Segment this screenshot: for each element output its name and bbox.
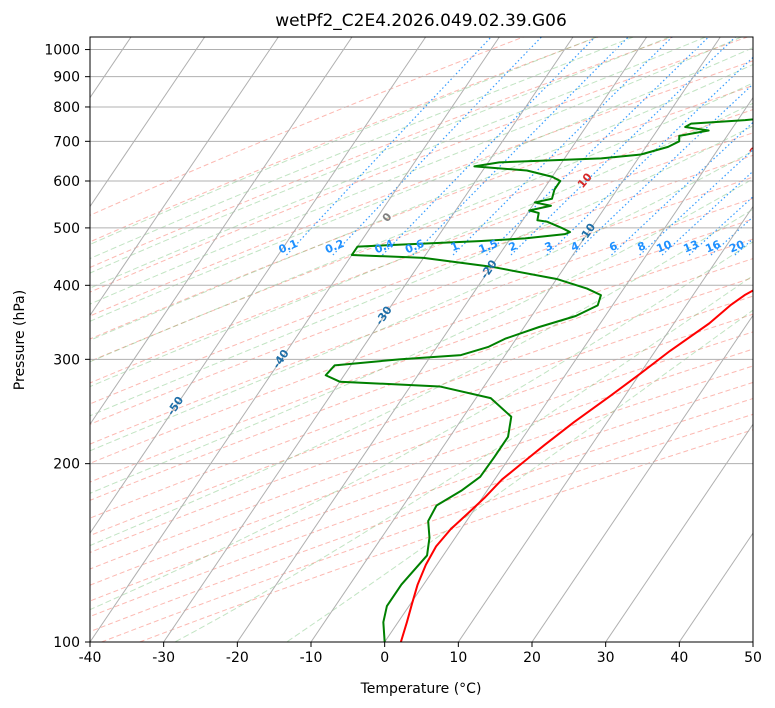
x-tick-label: 50 [744,650,762,666]
mixing-ratio-label: 16 [703,238,722,256]
isotherm-line [531,314,753,642]
y-tick-label: 600 [53,174,80,190]
isotherm-line [605,423,753,642]
x-tick-label: 0 [380,650,389,666]
x-tick-label: 40 [670,650,688,666]
mixing-ratio-line [688,195,753,256]
moist-adiabat-line [90,63,753,341]
moist-adiabat-line [90,37,597,245]
dry-adiabat-line [90,37,599,243]
mixing-ratio-line [332,37,542,256]
mixing-ratio-line [452,37,673,256]
chart-title: wetPf2_C2E4.2026.049.02.39.G06 [275,11,567,31]
dry-adiabat-line [90,132,753,384]
y-tick-label: 500 [53,221,80,237]
x-tick-label: 20 [523,650,541,666]
y-tick-label: 300 [53,352,80,368]
moist-adiabat-line [90,37,634,260]
x-tick-label: -20 [226,650,249,666]
isotherm-line [457,205,753,642]
isotherm-line [90,37,279,317]
y-tick-label: 800 [53,100,80,116]
moist-adiabat-line [90,125,753,417]
dry-adiabat-line [90,176,753,425]
isotherm-line [90,37,427,535]
isotherm-line [90,37,353,426]
mixing-ratio-label: 13 [682,238,701,256]
plot-frame [89,36,754,643]
y-tick-label: 700 [53,134,80,150]
isotherm-line [678,532,753,642]
moist-adiabat-line [90,37,706,289]
dry-adiabat-line [90,37,748,293]
dry-adiabat-line [90,238,753,483]
mixing-ratio-label: 1 [449,239,461,254]
x-tick-label: -40 [79,650,102,666]
dry-adiabat-line [90,348,753,586]
x-tick-label: 30 [597,650,615,666]
mixing-ratio-line [381,37,596,256]
isotherm-line [384,96,753,642]
mixing-ratio-label: 20 [727,238,746,256]
dry-adiabat-line [90,197,753,445]
mixing-ratio-line [661,170,753,256]
mixing-ratio-label: 3 [543,239,555,254]
x-tick-label: -30 [152,650,175,666]
moist-adiabat-line [90,37,742,305]
series-layer [324,118,753,642]
moist-adiabat-label: 20 [747,138,767,158]
y-tick-label: 1000 [44,43,80,59]
axis-ticks: -40 -30 -20 -10 0 10 20 30 40 50 100 200 300 400 500 60… [44,43,762,666]
isotherm-line [310,37,721,642]
dry-adiabat-line [90,331,753,570]
mixing-ratio-line [546,56,753,256]
gridlines [90,37,753,642]
dry-adiabat-line [90,258,753,501]
moist-adiabat-line [90,150,753,452]
isotherm-line [236,37,648,642]
mixing-ratio-label: 2 [507,239,519,254]
x-tick-label: -10 [300,650,323,666]
dry-adiabat-line [90,295,753,537]
dry-adiabat-line [90,154,753,405]
dewpoint-profile-line [324,118,753,642]
mixing-ratio-line [611,121,753,256]
dry-adiabat-line [90,381,753,618]
y-tick-label: 100 [53,635,80,651]
y-tick-label: 400 [53,278,80,294]
isotherm-line [90,37,206,208]
isotherm-line [163,37,574,642]
mixing-ratio-label: 8 [636,239,648,254]
isotherm-line [90,37,500,642]
x-tick-label: 10 [449,650,467,666]
y-axis-label: Pressure (hPa) [12,290,28,390]
mixing-ratio-line [412,37,629,256]
dry-adiabat-line [90,109,753,362]
mixing-ratio-label: 10 [655,238,674,256]
x-axis-label: Temperature (°C) [360,681,482,697]
dry-adiabat-line [90,37,524,216]
mixing-ratio-label: 25 [752,238,771,256]
temperature-profile-line [399,289,753,642]
dry-adiabat-line [90,37,674,268]
y-tick-label: 200 [53,457,80,473]
moist-adiabat-line [90,37,670,274]
mixing-ratio-line [510,37,736,256]
y-tick-label: 900 [53,70,80,86]
